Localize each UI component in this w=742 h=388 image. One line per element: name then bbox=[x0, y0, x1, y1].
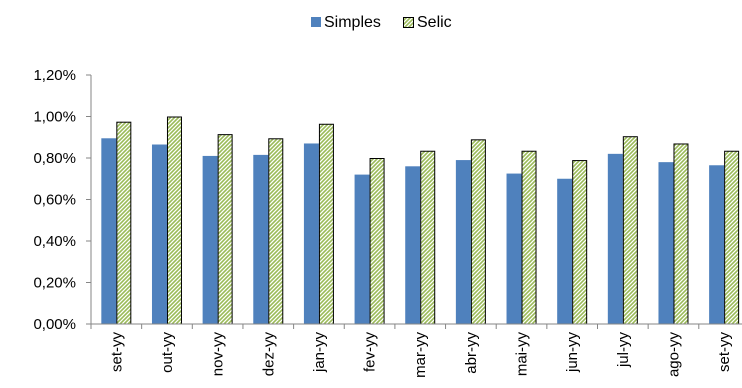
bar-simples bbox=[354, 174, 370, 324]
y-tick-label: 1,20% bbox=[33, 67, 76, 84]
x-tick-label: fev-yy bbox=[362, 332, 379, 373]
bar-selic bbox=[318, 123, 334, 325]
x-tick-label: abr-yy bbox=[463, 332, 480, 374]
x-tick-label: nov-yy bbox=[210, 332, 227, 377]
bar-simples bbox=[658, 162, 674, 324]
bar-selic bbox=[673, 143, 689, 325]
bar-selic bbox=[369, 158, 385, 325]
y-tick-label: 1,00% bbox=[33, 109, 76, 126]
bar-simples bbox=[709, 165, 725, 324]
y-tick-label: 0,20% bbox=[33, 275, 76, 292]
bar-selic bbox=[470, 139, 486, 325]
bar-simples bbox=[101, 138, 117, 324]
x-tick-label: jun-yy bbox=[564, 332, 581, 374]
y-tick-label: 0,60% bbox=[33, 192, 76, 209]
bar-selic bbox=[217, 134, 233, 325]
x-tick-label: ago-yy bbox=[665, 332, 682, 378]
x-axis: set-yy out-yy nov-yy dez-yy jan-yy fev-yy mar-… bbox=[90, 323, 742, 378]
bar-selic bbox=[572, 160, 588, 325]
bar-simples bbox=[607, 153, 623, 324]
bar-selic bbox=[622, 136, 638, 325]
bar-simples bbox=[303, 143, 319, 324]
bar-selic bbox=[420, 150, 436, 325]
x-tick-label: jan-yy bbox=[311, 332, 328, 374]
legend: Simples Selic bbox=[311, 14, 452, 31]
bar-simples bbox=[202, 155, 218, 324]
bars bbox=[101, 116, 740, 325]
legend-label-selic: Selic bbox=[417, 14, 452, 31]
bar-simples bbox=[405, 166, 421, 324]
bar-selic bbox=[166, 116, 182, 325]
y-tick-label: 0,00% bbox=[33, 316, 76, 333]
bar-selic bbox=[116, 121, 132, 325]
bar-selic bbox=[521, 150, 537, 325]
bar-simples bbox=[253, 154, 269, 324]
legend-swatch-simples bbox=[311, 17, 321, 27]
legend-label-simples: Simples bbox=[324, 14, 381, 31]
bar-simples bbox=[506, 173, 522, 324]
x-tick-label: mai-yy bbox=[514, 332, 531, 377]
y-tick-label: 0,80% bbox=[33, 150, 76, 167]
y-tick-label: 0,40% bbox=[33, 233, 76, 250]
x-tick-label: set-yy bbox=[716, 332, 733, 373]
legend-swatch-selic bbox=[403, 17, 414, 28]
y-axis: 0,00% 0,20% 0,40% 0,60% 0,80% 1,00% 1,20% bbox=[33, 67, 92, 333]
bar-simples bbox=[151, 144, 167, 324]
bar-simples bbox=[557, 178, 573, 324]
x-tick-label: set-yy bbox=[108, 332, 125, 373]
x-tick-label: dez-yy bbox=[260, 332, 277, 377]
x-tick-label: jul-yy bbox=[615, 332, 632, 369]
x-tick-label: mar-yy bbox=[412, 332, 429, 378]
bar-simples bbox=[455, 160, 471, 324]
bar-selic bbox=[724, 150, 740, 325]
bar-selic bbox=[268, 138, 284, 325]
x-tick-label: out-yy bbox=[159, 332, 176, 373]
